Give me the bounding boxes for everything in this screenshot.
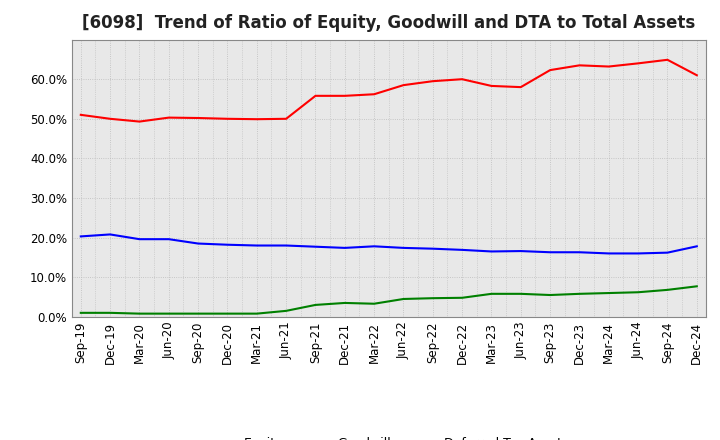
Goodwill	[282, 243, 290, 248]
Deferred Tax Assets	[311, 302, 320, 308]
Deferred Tax Assets	[663, 287, 672, 293]
Deferred Tax Assets	[164, 311, 173, 316]
Equity	[282, 116, 290, 121]
Goodwill	[399, 245, 408, 250]
Equity	[605, 64, 613, 69]
Equity	[194, 115, 202, 121]
Goodwill	[693, 244, 701, 249]
Equity	[370, 92, 379, 97]
Title: [6098]  Trend of Ratio of Equity, Goodwill and DTA to Total Assets: [6098] Trend of Ratio of Equity, Goodwil…	[82, 15, 696, 33]
Equity	[546, 67, 554, 73]
Deferred Tax Assets	[282, 308, 290, 313]
Goodwill	[634, 251, 642, 256]
Equity	[663, 57, 672, 62]
Equity	[106, 116, 114, 121]
Equity	[311, 93, 320, 99]
Deferred Tax Assets	[546, 292, 554, 297]
Goodwill	[76, 234, 85, 239]
Goodwill	[164, 237, 173, 242]
Equity	[253, 117, 261, 122]
Goodwill	[223, 242, 232, 247]
Deferred Tax Assets	[487, 291, 496, 297]
Deferred Tax Assets	[605, 290, 613, 296]
Goodwill	[194, 241, 202, 246]
Equity	[164, 115, 173, 120]
Goodwill	[663, 250, 672, 255]
Goodwill	[605, 251, 613, 256]
Equity	[634, 61, 642, 66]
Deferred Tax Assets	[223, 311, 232, 316]
Goodwill	[253, 243, 261, 248]
Deferred Tax Assets	[76, 310, 85, 315]
Deferred Tax Assets	[693, 284, 701, 289]
Line: Equity: Equity	[81, 60, 697, 121]
Goodwill	[487, 249, 496, 254]
Deferred Tax Assets	[428, 296, 437, 301]
Line: Goodwill: Goodwill	[81, 235, 697, 253]
Equity	[693, 73, 701, 78]
Equity	[76, 112, 85, 117]
Goodwill	[341, 245, 349, 250]
Equity	[458, 77, 467, 82]
Deferred Tax Assets	[458, 295, 467, 301]
Equity	[487, 83, 496, 88]
Deferred Tax Assets	[135, 311, 144, 316]
Deferred Tax Assets	[516, 291, 525, 297]
Deferred Tax Assets	[253, 311, 261, 316]
Goodwill	[106, 232, 114, 237]
Goodwill	[370, 244, 379, 249]
Goodwill	[458, 247, 467, 253]
Equity	[516, 84, 525, 90]
Equity	[135, 119, 144, 124]
Equity	[399, 82, 408, 88]
Goodwill	[311, 244, 320, 249]
Equity	[223, 116, 232, 121]
Deferred Tax Assets	[575, 291, 584, 297]
Legend: Equity, Goodwill, Deferred Tax Assets: Equity, Goodwill, Deferred Tax Assets	[204, 432, 574, 440]
Equity	[428, 78, 437, 84]
Goodwill	[575, 249, 584, 255]
Goodwill	[516, 249, 525, 254]
Deferred Tax Assets	[399, 297, 408, 302]
Deferred Tax Assets	[634, 290, 642, 295]
Goodwill	[546, 249, 554, 255]
Deferred Tax Assets	[106, 310, 114, 315]
Deferred Tax Assets	[370, 301, 379, 306]
Goodwill	[135, 237, 144, 242]
Goodwill	[428, 246, 437, 251]
Line: Deferred Tax Assets: Deferred Tax Assets	[81, 286, 697, 314]
Deferred Tax Assets	[341, 300, 349, 305]
Equity	[575, 62, 584, 68]
Deferred Tax Assets	[194, 311, 202, 316]
Equity	[341, 93, 349, 99]
